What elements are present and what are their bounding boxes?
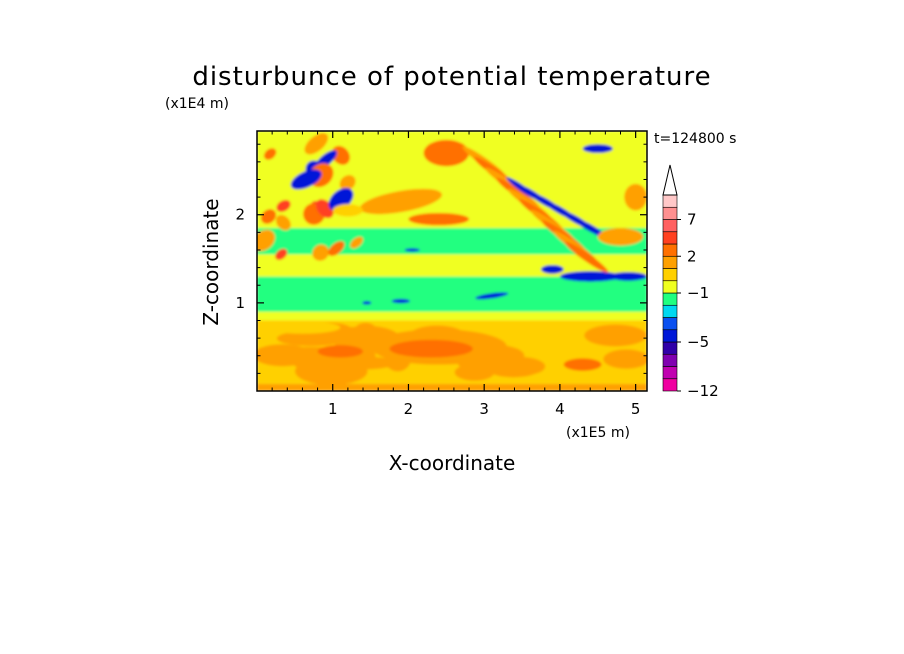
y-tick-label: 1 [235, 294, 245, 312]
colorbar-segment [662, 219, 678, 233]
field-blob [563, 358, 602, 371]
colorbar-segment [662, 304, 678, 318]
colorbar-segment [662, 378, 678, 392]
field-blob [331, 145, 350, 165]
field-blob [359, 188, 442, 215]
field-blob [408, 212, 470, 226]
field-blob [540, 264, 564, 274]
colorbar-segment [662, 292, 678, 306]
colorbar-segment [662, 243, 678, 257]
x-tick-label: 2 [404, 400, 414, 418]
field-blob [257, 344, 313, 367]
colorbar: 7 2 −1 −5 −12 [662, 164, 719, 400]
field-blob [584, 324, 647, 347]
colorbar-segment [662, 366, 678, 380]
field-blob [603, 349, 647, 369]
field-band [257, 276, 647, 312]
x-axis-label: X-coordinate [389, 451, 516, 475]
y-unit-label: (x1E4 m) [165, 96, 229, 112]
field-blob [328, 241, 345, 256]
field-blob [624, 183, 647, 211]
colorbar-segment [662, 280, 678, 294]
colorbar-segment [662, 329, 678, 343]
field-blob [582, 144, 613, 154]
colorbar-segment [662, 353, 678, 367]
field-blob [339, 175, 356, 191]
y-axis-label: Z-coordinate [199, 198, 223, 325]
colorbar-segment [662, 317, 678, 331]
colorbar-segment [662, 231, 678, 245]
x-tick-label: 3 [479, 400, 489, 418]
field-blob [564, 241, 609, 273]
colorbar-tick-label: 2 [687, 247, 697, 265]
field-blob [275, 248, 288, 260]
y-tick-label: 2 [235, 206, 245, 224]
x-tick-label: 1 [328, 400, 338, 418]
x-tick-label: 4 [555, 400, 565, 418]
field-blob [354, 322, 378, 340]
field-blob [276, 330, 348, 347]
field-blob [290, 169, 322, 190]
field-blob [317, 345, 364, 358]
chart-title: disturbunce of potential temperature [192, 62, 711, 92]
x-axis-ticks: 1 2 3 4 5 [271, 131, 641, 418]
field-blob [559, 271, 621, 282]
field-blob [362, 301, 372, 305]
field-blob [454, 363, 495, 381]
field-blob [276, 199, 291, 212]
colorbar-tick-label: −5 [687, 333, 709, 351]
plot-frame [256, 130, 648, 392]
field-blob [332, 204, 364, 217]
colorbar-segment [662, 341, 678, 355]
field-blob [389, 339, 473, 358]
x-unit-label: (x1E5 m) [566, 425, 630, 441]
field-blob [261, 209, 277, 224]
colorbar-tick-label: −12 [687, 382, 719, 400]
field-band [257, 383, 647, 391]
field-blob [264, 321, 341, 334]
y-axis-ticks: 12 [235, 143, 647, 374]
field-blob [304, 133, 329, 155]
field-blob [423, 139, 470, 167]
colorbar-extend-arrow [662, 164, 678, 196]
field-blob [350, 236, 364, 249]
colorbar-segment [662, 268, 678, 282]
colorbar-segment [662, 255, 678, 269]
field-blob [391, 298, 410, 304]
field-blob [609, 272, 647, 281]
field-blob [257, 229, 276, 252]
field-band [257, 311, 647, 321]
field-blob [597, 227, 644, 246]
colorbar-segment [662, 206, 678, 220]
field-blob [404, 248, 420, 252]
colorbar-segment [662, 194, 678, 208]
contour-field [257, 131, 647, 391]
field-blob [275, 214, 291, 231]
field-blob [264, 148, 277, 160]
field-blob [475, 292, 509, 300]
colorbar-tick-label: −1 [687, 284, 709, 302]
x-tick-label: 5 [631, 400, 641, 418]
colorbar-tick-label: 7 [687, 211, 697, 229]
time-label: t=124800 s [654, 131, 736, 147]
field-blob [312, 244, 329, 261]
